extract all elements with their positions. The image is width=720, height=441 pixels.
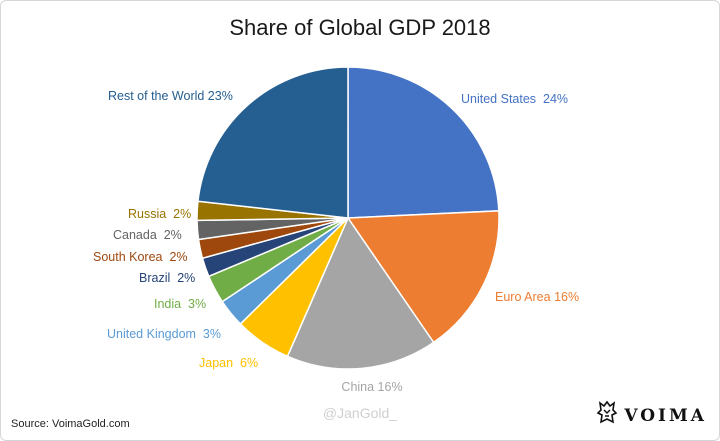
slice-label-canada: Canada 2% bbox=[113, 228, 182, 242]
voima-logo: VOIMA bbox=[596, 400, 707, 431]
pie-slices bbox=[196, 66, 500, 370]
slice-label-rest-of-the-world: Rest of the World 23% bbox=[108, 89, 233, 103]
slice-label-brazil: Brazil 2% bbox=[139, 271, 195, 285]
pie-slice-china bbox=[286, 216, 435, 370]
slice-label-united-kingdom: United Kingdom 3% bbox=[107, 327, 221, 341]
slice-label-india: India 3% bbox=[154, 297, 206, 311]
slice-label-united-states: United States 24% bbox=[461, 92, 568, 106]
pie-slice-united-states bbox=[347, 66, 500, 219]
lion-crest-icon bbox=[596, 400, 618, 431]
slice-label-russia: Russia 2% bbox=[128, 207, 191, 221]
slice-label-china: China 16% bbox=[341, 380, 402, 394]
logo-text: VOIMA bbox=[624, 405, 707, 426]
pie-slice-euro-area bbox=[346, 210, 500, 344]
watermark: @JanGold_ bbox=[322, 405, 398, 421]
slice-label-japan: Japan 6% bbox=[199, 356, 258, 370]
chart-title: Share of Global GDP 2018 bbox=[229, 15, 491, 40]
slice-label-euro-area: Euro Area 16% bbox=[495, 290, 579, 304]
pie-slice-rest-of-the-world bbox=[197, 66, 349, 219]
slice-label-south-korea: South Korea 2% bbox=[93, 250, 188, 264]
pie-labels: United States 24% Euro Area 16% China 16% J… bbox=[93, 89, 579, 394]
source-note: Source: VoimaGold.com bbox=[11, 418, 130, 430]
